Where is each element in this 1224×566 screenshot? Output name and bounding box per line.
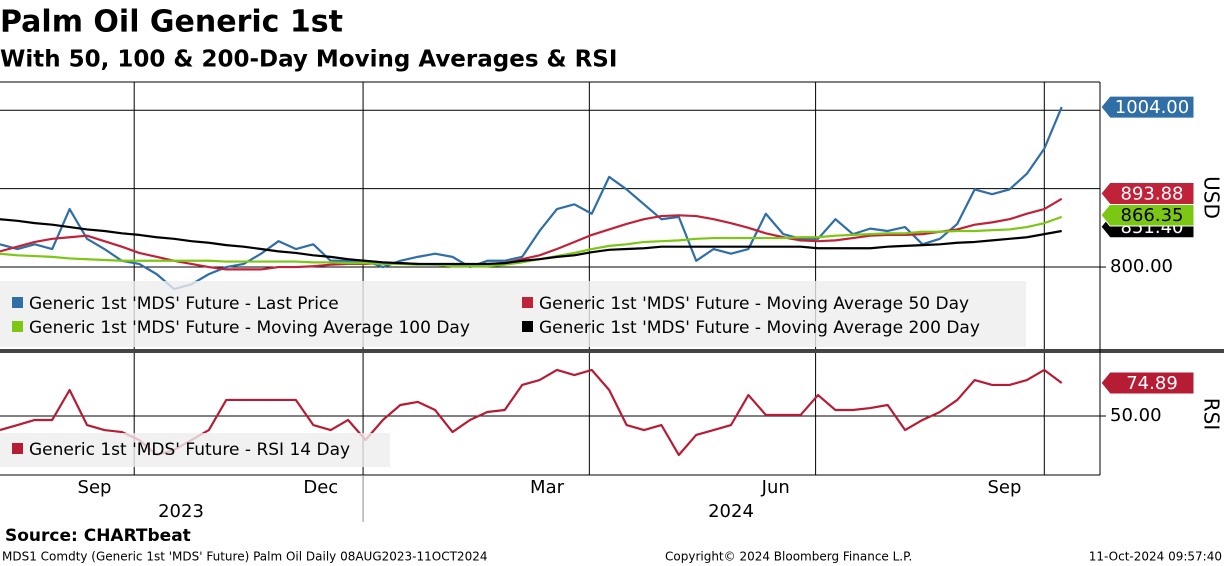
- y-axis-title: USD: [1200, 176, 1224, 219]
- y-tick-label: 800.00: [1110, 256, 1173, 277]
- x-tick-label: Sep: [78, 477, 112, 498]
- last-value-tag: [1100, 95, 1195, 119]
- legend-swatch: [12, 443, 23, 454]
- y-tick-label: 50.00: [1110, 405, 1162, 426]
- legend-label: Generic 1st 'MDS' Future - Last Price: [29, 294, 339, 314]
- source: Source: CHARTbeat: [5, 526, 191, 546]
- last-value-tag: [1100, 181, 1195, 205]
- legend-label: Generic 1st 'MDS' Future - RSI 14 Day: [29, 440, 350, 460]
- panel-separator: [0, 349, 1224, 353]
- footer-left: MDS1 Comdty (Generic 1st 'MDS' Future) P…: [2, 550, 487, 564]
- chart-title: Palm Oil Generic 1st: [0, 5, 343, 40]
- legend-swatch: [522, 297, 533, 308]
- y-axis-title: RSI: [1200, 398, 1224, 431]
- last-value-tag: [1100, 203, 1195, 227]
- last-value-tag: [1100, 371, 1195, 395]
- series-line: [0, 218, 1062, 266]
- legend-box: [0, 433, 390, 467]
- year-label: 2023: [158, 501, 204, 522]
- last-value-label: 893.88: [1121, 183, 1184, 204]
- last-value-label: 866.35: [1121, 205, 1184, 226]
- footer-right: 11-Oct-2024 09:57:40: [1089, 550, 1222, 564]
- legend-label: Generic 1st 'MDS' Future - Moving Averag…: [29, 318, 470, 338]
- footer-center: Copyright© 2024 Bloomberg Finance L.P.: [665, 550, 912, 564]
- series-line: [0, 215, 1063, 268]
- legend-box: [0, 281, 1026, 347]
- legend-swatch: [522, 321, 533, 332]
- x-tick-label: Jun: [761, 477, 790, 498]
- year-label: 2024: [708, 501, 754, 522]
- legend-swatch: [12, 321, 23, 332]
- x-tick-label: Sep: [987, 477, 1021, 498]
- chart-subtitle: With 50, 100 & 200-Day Moving Averages &…: [0, 47, 617, 73]
- last-value-label: 1004.00: [1115, 97, 1189, 118]
- x-tick-label: Mar: [530, 477, 565, 498]
- legend-label: Generic 1st 'MDS' Future - Moving Averag…: [539, 318, 980, 338]
- x-tick-label: Dec: [303, 477, 338, 498]
- legend-swatch: [12, 297, 23, 308]
- legend-label: Generic 1st 'MDS' Future - Moving Averag…: [539, 294, 969, 314]
- last-value-label: 74.89: [1126, 373, 1178, 394]
